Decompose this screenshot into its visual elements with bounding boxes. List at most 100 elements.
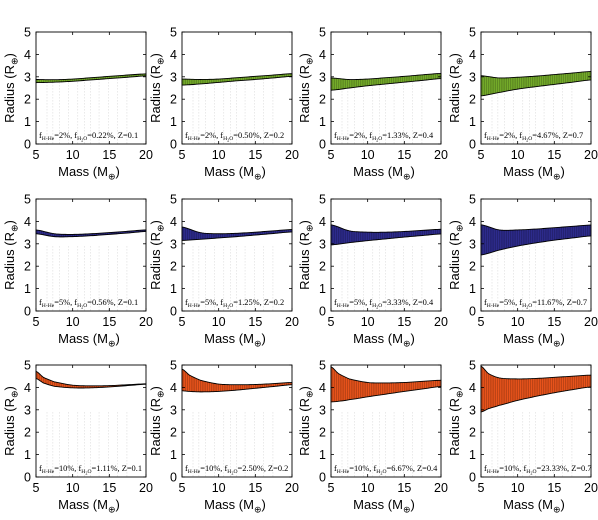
y-tick-label: 4 [319,48,326,62]
panel-gridlines [192,246,274,311]
panel-gridlines [46,246,128,311]
y-tick-label: 3 [24,70,31,84]
y-tick-label: 1 [24,282,31,296]
panel-gridlines [491,412,573,477]
y-tick-label: 3 [469,237,476,251]
x-axis-label: Mass (M⊕) [58,331,120,349]
y-tick-label: 0 [319,138,326,152]
y-tick-label: 0 [319,305,326,319]
x-axis-label: Mass (M⊕) [503,164,565,182]
panel-gridlines [491,246,573,311]
x-tick-label: 5 [33,315,40,329]
x-tick-label: 20 [584,315,598,329]
plot-frame [330,198,442,312]
composition-annotation: fH-He=5%, fH2O=11.67%, Z=0.7 [484,298,587,310]
y-tick-label: 2 [170,426,177,440]
y-tick-label: 4 [170,381,177,395]
y-axis-label: Radius (R⊕) [2,53,20,123]
y-tick-label: 0 [170,305,177,319]
y-tick-label: 0 [319,471,326,485]
panel-2-2: 0 1 2 3 4 5 5 10 15 20 Mass (M⊕) Radius (R⊕) fH-He=5… [148,193,299,349]
y-tick-label: 0 [24,305,31,319]
panel-gridlines [192,79,274,144]
x-axis-label: Mass (M⊕) [204,497,266,515]
y-tick-label: 5 [319,193,326,207]
x-tick-label: 15 [102,315,116,329]
composition-annotation: fH-He=5%, fH2O=3.33%, Z=0.4 [334,298,434,310]
plot-frame [330,364,442,478]
y-axis-label: Radius (R⊕) [297,386,315,456]
x-tick-label: 10 [361,148,375,162]
y-tick-label: 0 [469,305,476,319]
y-tick-label: 2 [24,93,31,107]
x-tick-label: 20 [434,315,448,329]
x-tick-label: 15 [547,148,561,162]
x-tick-label: 15 [248,148,262,162]
x-tick-label: 20 [139,315,153,329]
composition-annotation: fH-He=10%, fH2O=2.50%, Z=0.2 [185,464,288,476]
x-tick-label: 5 [328,315,335,329]
y-tick-label: 2 [319,260,326,274]
y-tick-label: 5 [469,26,476,40]
y-axis-label: Radius (R⊕) [297,53,315,123]
plot-frame [35,364,147,478]
x-tick-label: 10 [66,148,80,162]
y-tick-label: 1 [469,115,476,129]
x-tick-label: 5 [33,148,40,162]
panel-gridlines [46,79,128,144]
y-tick-label: 4 [170,215,177,229]
y-tick-label: 2 [469,426,476,440]
panel-gridlines [491,79,573,144]
y-tick-label: 4 [170,48,177,62]
plot-frame [181,198,293,312]
y-tick-label: 5 [170,359,177,373]
x-tick-label: 15 [102,481,116,495]
y-tick-label: 4 [319,381,326,395]
x-tick-label: 15 [248,481,262,495]
x-tick-label: 10 [66,481,80,495]
y-tick-label: 1 [319,115,326,129]
y-tick-label: 1 [319,448,326,462]
x-tick-label: 20 [434,148,448,162]
x-axis-label: Mass (M⊕) [353,497,415,515]
y-axis-label: Radius (R⊕) [148,53,166,123]
y-tick-label: 3 [170,70,177,84]
y-axis-label: Radius (R⊕) [2,386,20,456]
x-axis-label: Mass (M⊕) [204,331,266,349]
y-tick-label: 4 [469,48,476,62]
panel-gridlines [341,412,423,477]
x-tick-label: 15 [397,148,411,162]
y-tick-label: 5 [24,193,31,207]
plot-frame [35,198,147,312]
band-hatching [330,73,442,91]
composition-annotation: fH-He=2%, fH2O=0.22%, Z=0.1 [39,131,138,143]
y-tick-label: 3 [319,70,326,84]
panel-3-2: 0 1 2 3 4 5 5 10 15 20 Mass (M⊕) Radius (R⊕) fH-He=1… [148,359,299,515]
band-hatching [480,71,592,96]
panel-2-4: 0 1 2 3 4 5 5 10 15 20 Mass (M⊕) Radius (R⊕) fH-He=5… [447,193,598,349]
y-axis-label: Radius (R⊕) [297,220,315,290]
x-tick-label: 15 [547,481,561,495]
y-tick-label: 2 [24,426,31,440]
panel-gridlines [341,79,423,144]
panel-1-2: 0 1 2 3 4 5 5 10 15 20 Mass (M⊕) Radius (R⊕) fH-He=2… [148,26,299,182]
y-tick-label: 1 [24,115,31,129]
y-tick-label: 0 [24,471,31,485]
x-tick-label: 20 [584,481,598,495]
y-tick-label: 4 [24,215,31,229]
band-hatching [330,224,442,245]
y-tick-label: 4 [469,215,476,229]
band-hatching [35,371,147,389]
panel-gridlines [341,246,423,311]
y-tick-label: 3 [170,237,177,251]
x-tick-label: 10 [511,148,525,162]
x-tick-label: 10 [361,481,375,495]
y-tick-label: 3 [24,403,31,417]
x-tick-label: 10 [511,481,525,495]
x-axis-label: Mass (M⊕) [58,497,120,515]
y-tick-label: 0 [170,471,177,485]
plot-frame [480,31,592,145]
x-tick-label: 15 [397,481,411,495]
x-tick-label: 10 [212,148,226,162]
y-tick-label: 5 [24,359,31,373]
